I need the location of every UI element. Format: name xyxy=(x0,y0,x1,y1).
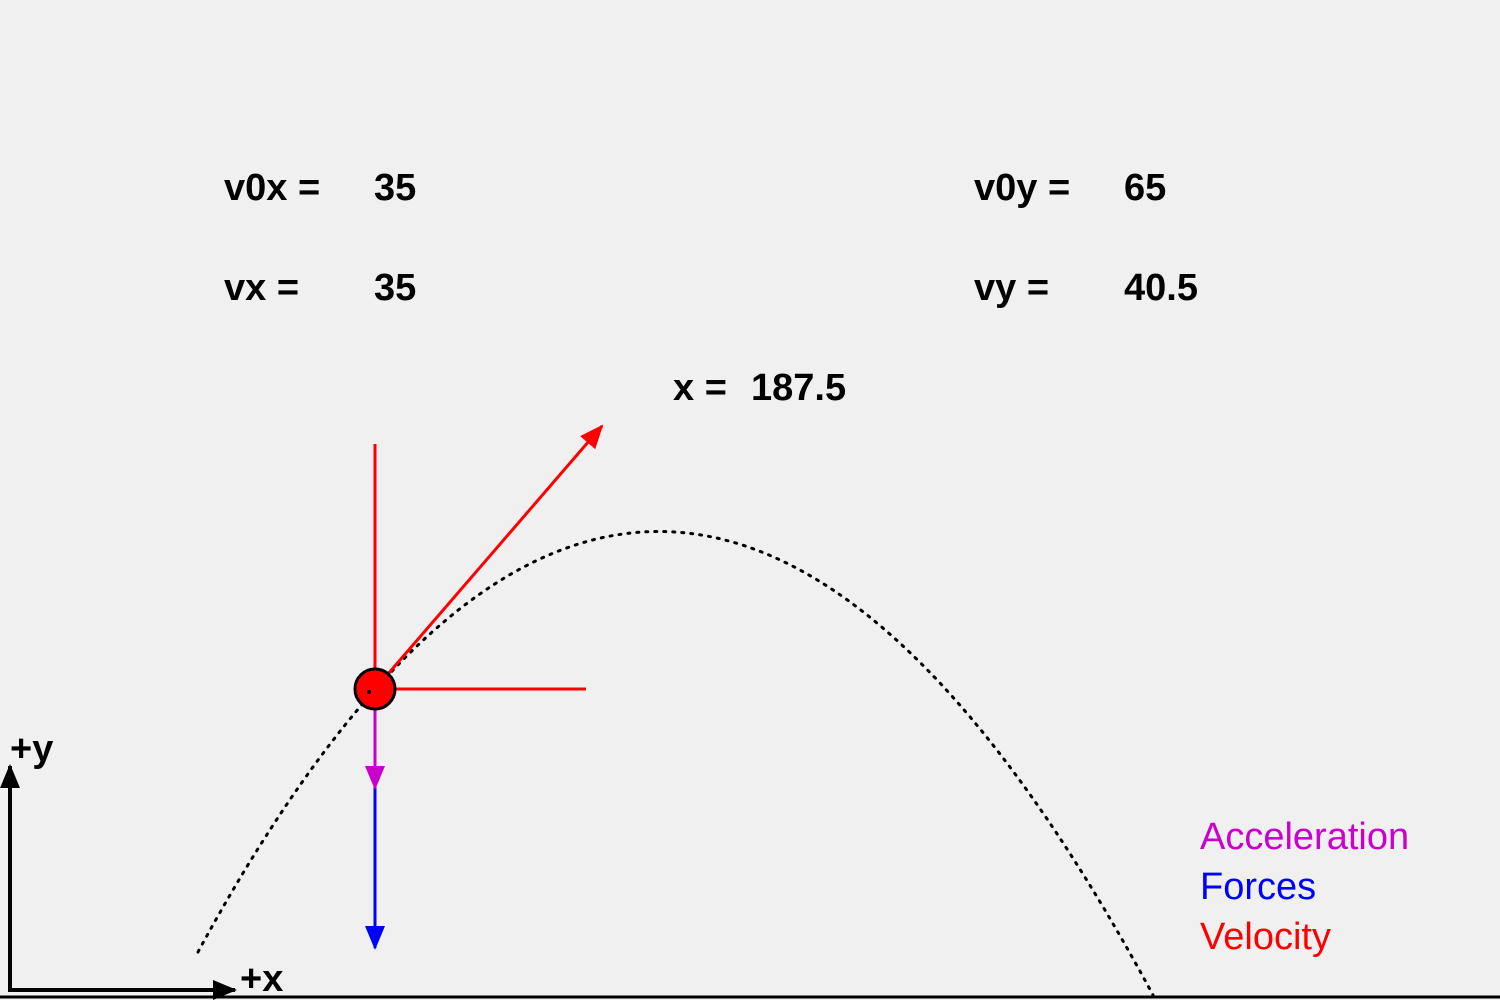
x-position-value: 187.5 xyxy=(751,367,847,409)
vx-value: 35 xyxy=(374,267,417,309)
legend-velocity: Velocity xyxy=(1200,916,1331,958)
x-axis-label: +x xyxy=(240,958,284,1000)
vx-label: vx = xyxy=(224,267,300,309)
projectile-center-dot xyxy=(367,690,371,694)
vy-label: vy = xyxy=(974,267,1050,309)
v0y-label: v0y = xyxy=(974,167,1071,209)
legend-acceleration: Acceleration xyxy=(1200,816,1410,858)
trajectory-path xyxy=(196,529,1155,997)
vy-value: 40.5 xyxy=(1124,267,1198,309)
v0x-value: 35 xyxy=(374,167,417,209)
legend-forces: Forces xyxy=(1200,866,1317,908)
y-axis-label: +y xyxy=(10,728,54,770)
velocity-vector xyxy=(373,424,604,690)
projectile-ball xyxy=(353,667,397,711)
v0x-label: v0x = xyxy=(224,167,321,209)
x-position-label: x = xyxy=(673,367,727,409)
acceleration-arrowhead xyxy=(365,766,385,790)
v0y-value: 65 xyxy=(1124,167,1167,209)
